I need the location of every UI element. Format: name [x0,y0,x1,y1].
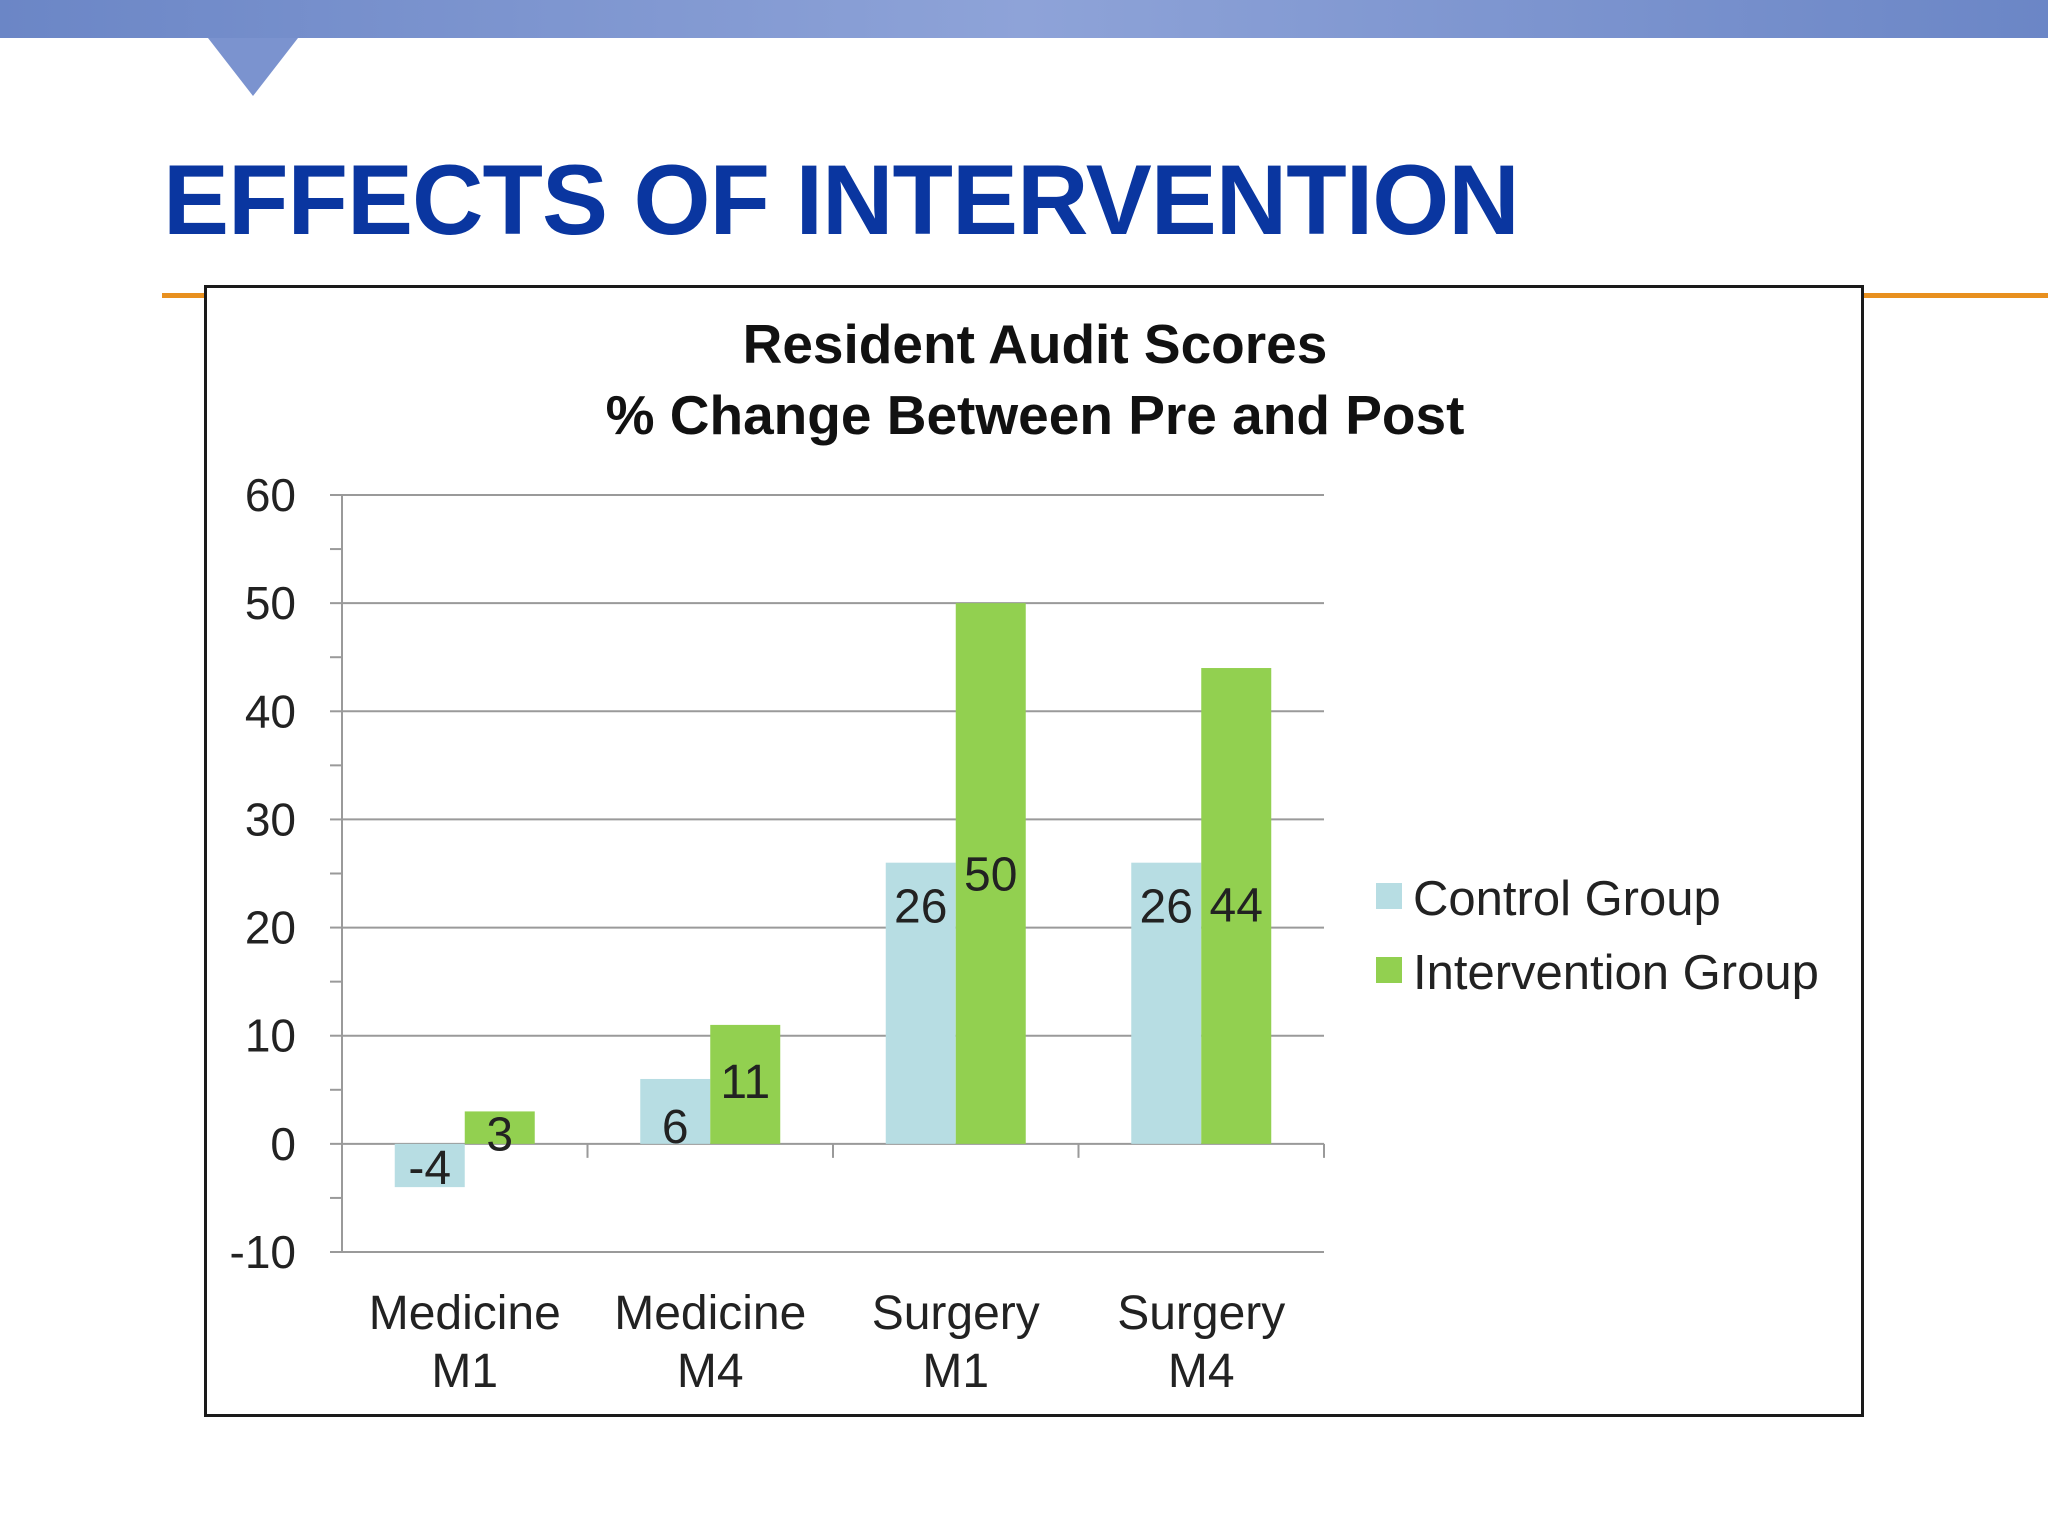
bar-intervention [464,1111,535,1144]
data-label: 44 [1210,880,1263,933]
y-tick-label: 50 [245,577,296,629]
y-tick-label: 40 [245,685,296,737]
data-label: 26 [1140,881,1193,934]
data-label: 6 [662,1101,689,1154]
data-label: 11 [720,1056,770,1109]
data-label: 26 [894,881,947,934]
bar-intervention [710,1024,781,1144]
legend-label: Intervention Group [1413,946,1819,1000]
bar-control [640,1078,711,1144]
bar-intervention [955,603,1026,1144]
x-category-label: Surgery [872,1287,1040,1340]
data-label: 50 [964,849,1017,902]
y-tick-label: 30 [245,793,296,845]
bar-control [885,862,956,1144]
x-category-label: M1 [431,1345,498,1398]
x-category-label: M4 [677,1345,744,1398]
y-tick-label: -10 [230,1226,296,1278]
chart-frame [204,285,1864,1417]
x-category-label: M1 [922,1345,989,1398]
y-tick-label: 60 [245,469,296,521]
x-category-label: Medicine [369,1287,561,1340]
slide-title: EFFECTS OF INTERVENTION [163,144,1520,255]
legend-swatch [1376,957,1402,983]
header-notch [208,38,298,96]
y-tick-label: 20 [245,902,296,954]
y-tick-label: 0 [270,1118,296,1170]
bar-control [1131,862,1202,1144]
x-category-label: Medicine [614,1287,806,1340]
data-label: -4 [408,1142,451,1195]
chart-subtitle: % Change Between Pre and Post [606,384,1465,446]
bar-intervention [1201,668,1272,1144]
data-label: 3 [486,1108,513,1161]
y-tick-label: 10 [245,1010,296,1062]
chart-title: Resident Audit Scores [743,313,1328,375]
x-category-label: M4 [1168,1345,1235,1398]
legend-label: Control Group [1413,872,1721,926]
bar-control [394,1143,465,1188]
x-category-label: Surgery [1117,1287,1285,1340]
header-band [0,0,2048,38]
legend-swatch [1376,883,1402,909]
